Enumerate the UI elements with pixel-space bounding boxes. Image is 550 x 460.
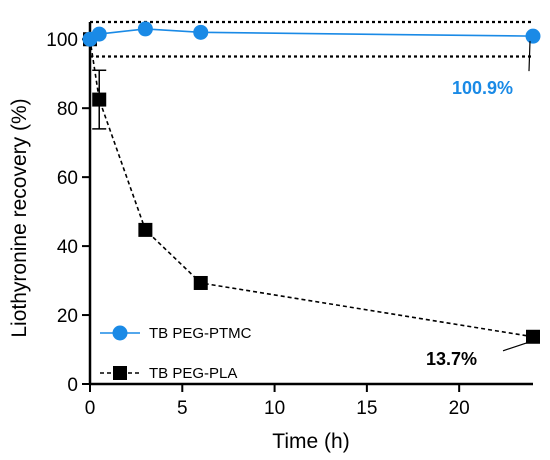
y-tick-label: 20: [57, 306, 78, 327]
x-tick-label: 20: [449, 398, 470, 419]
reference-lines: [90, 20, 533, 58]
y-tick-label: 60: [57, 168, 78, 189]
legend-marker-ptmc: [112, 325, 128, 341]
data-point: [193, 24, 209, 40]
annotation-leader: [528, 41, 531, 72]
y-tick-label: 100: [46, 30, 78, 51]
annotation-label: 13.7%: [426, 349, 477, 369]
y-tick-label: 80: [57, 99, 78, 120]
y-tick-label: 0: [67, 375, 78, 396]
y-tick-label: 40: [57, 237, 78, 258]
data-point: [91, 26, 107, 42]
data-point: [138, 222, 153, 237]
data-point: [526, 329, 540, 344]
y-ticks: 0 20 40 60 80 100: [46, 30, 90, 396]
x-axis-title: Time (h): [272, 430, 349, 453]
x-tick-label: 10: [264, 398, 285, 419]
x-tick-label: 0: [85, 398, 96, 419]
data-point: [92, 92, 107, 107]
legend: TB PEG-PTMC TB PEG-PLA: [100, 325, 252, 382]
data-point: [193, 275, 208, 290]
x-ticks: 0 5 10 15 20: [85, 384, 470, 419]
annotation-label: 100.9%: [452, 78, 513, 98]
x-tick-label: 5: [177, 398, 188, 419]
legend-marker-pla: [113, 366, 127, 380]
annotation-leader: [502, 341, 531, 352]
series-layer: [82, 21, 541, 344]
data-point: [525, 28, 541, 44]
y-axis-title: Liothyronine recovery (%): [8, 98, 31, 337]
x-tick-label: 15: [356, 398, 377, 419]
data-point: [137, 21, 153, 37]
annotations: 100.9% 13.7%: [426, 41, 531, 369]
legend-label-ptmc: TB PEG-PTMC: [149, 325, 252, 342]
series-line: [89, 28, 534, 40]
series-peg-ptmc: [82, 21, 541, 47]
legend-label-pla: TB PEG-PLA: [149, 365, 237, 382]
